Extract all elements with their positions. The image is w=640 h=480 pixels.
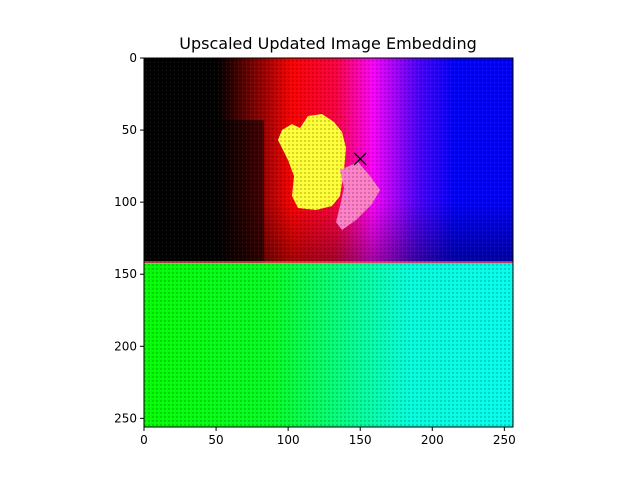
x-tick-label: 150: [349, 433, 372, 447]
grain-texture: [144, 58, 513, 427]
y-axis: 0 50 100 150 200 250: [114, 51, 144, 425]
x-tick-label: 250: [493, 433, 516, 447]
y-tick-label: 150: [114, 267, 137, 281]
x-tick-label: 100: [277, 433, 300, 447]
x-marker: [353, 152, 367, 166]
embedding-image: [144, 58, 513, 427]
x-axis: 0 50 100 150 200 250: [140, 427, 516, 447]
marker-stroke: [353, 152, 367, 166]
y-tick-label: 200: [114, 339, 137, 353]
y-tick-label: 250: [114, 411, 137, 425]
y-tick-label: 0: [129, 51, 137, 65]
chart-title: Upscaled Updated Image Embedding: [179, 34, 476, 53]
x-tick-label: 200: [421, 433, 444, 447]
x-tick-label: 0: [140, 433, 148, 447]
y-tick-label: 50: [122, 123, 137, 137]
axes-frame: [143, 57, 514, 428]
x-tick-label: 50: [208, 433, 223, 447]
y-tick-label: 100: [114, 195, 137, 209]
